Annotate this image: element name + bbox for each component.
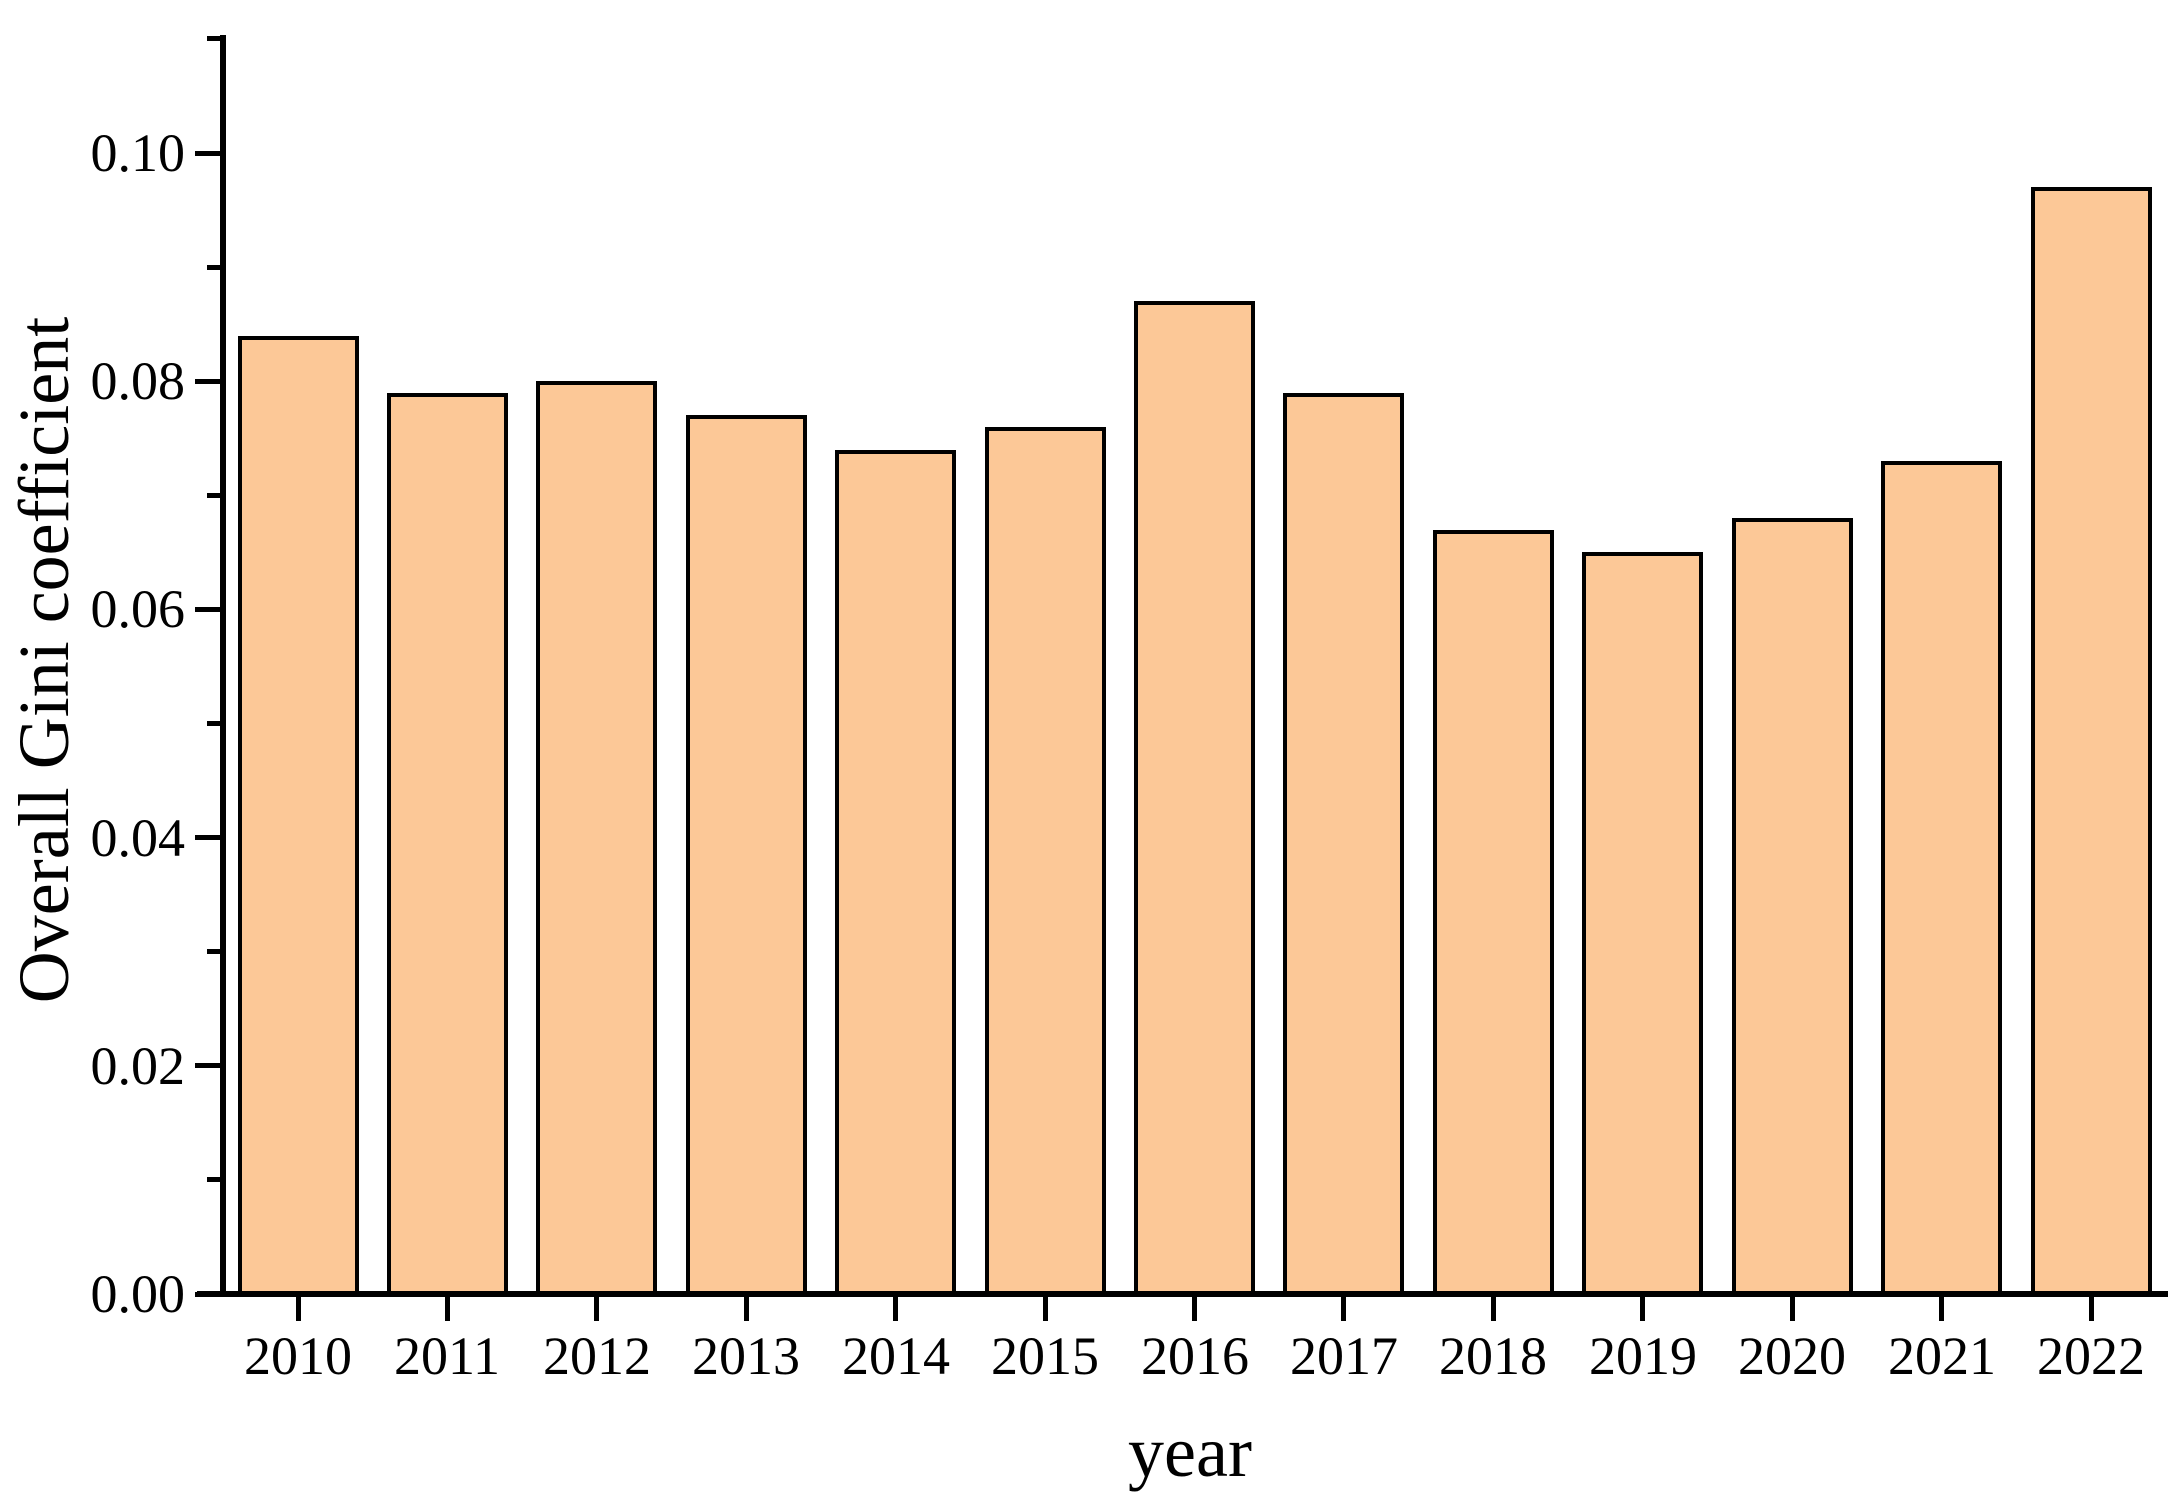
- x-tick-2011: [445, 1297, 450, 1321]
- y-axis-line: [220, 35, 226, 1297]
- y-minor-tick-0.09: [207, 265, 220, 270]
- bar-2016: [1134, 301, 1255, 1297]
- y-major-tick-0.00: [195, 1292, 220, 1297]
- y-minor-tick-0.05: [207, 721, 220, 726]
- y-minor-tick-0.07: [207, 493, 220, 498]
- x-tick-label-2014: 2014: [842, 1326, 950, 1386]
- y-tick-label-0.10: 0.10: [90, 123, 186, 183]
- bar-2015: [985, 427, 1106, 1297]
- bar-2022: [2031, 187, 2152, 1297]
- y-minor-tick-0.11: [207, 36, 220, 41]
- y-tick-label-0.08: 0.08: [90, 351, 186, 411]
- y-major-tick-0.08: [195, 379, 220, 384]
- x-tick-label-2021: 2021: [1888, 1326, 1996, 1386]
- y-major-tick-0.04: [195, 835, 220, 840]
- bar-2017: [1283, 393, 1404, 1297]
- y-tick-label-0.04: 0.04: [90, 808, 186, 868]
- y-tick-label-0.00: 0.00: [90, 1264, 186, 1324]
- x-tick-label-2016: 2016: [1141, 1326, 1249, 1386]
- y-major-tick-0.02: [195, 1063, 220, 1068]
- x-tick-2015: [1043, 1297, 1048, 1321]
- x-tick-2016: [1192, 1297, 1197, 1321]
- x-tick-2012: [594, 1297, 599, 1321]
- bar-2014: [835, 450, 956, 1297]
- x-axis-line: [197, 1291, 2168, 1297]
- bar-2013: [686, 415, 807, 1297]
- x-tick-label-2018: 2018: [1439, 1326, 1547, 1386]
- bar-2021: [1881, 461, 2002, 1297]
- bar-2020: [1732, 518, 1853, 1297]
- x-tick-label-2022: 2022: [2037, 1326, 2145, 1386]
- bar-2012: [536, 381, 657, 1297]
- bar-2011: [387, 393, 508, 1297]
- x-tick-2022: [2089, 1297, 2094, 1321]
- x-tick-label-2013: 2013: [692, 1326, 800, 1386]
- y-major-tick-0.10: [195, 151, 220, 156]
- y-axis-title: Overall Gini coefficient: [4, 316, 84, 1004]
- bar-2019: [1582, 552, 1703, 1297]
- x-tick-2014: [893, 1297, 898, 1321]
- y-major-tick-0.06: [195, 607, 220, 612]
- x-tick-label-2019: 2019: [1589, 1326, 1697, 1386]
- x-tick-label-2010: 2010: [244, 1326, 352, 1386]
- x-tick-2018: [1491, 1297, 1496, 1321]
- x-tick-label-2017: 2017: [1290, 1326, 1398, 1386]
- bar-2010: [238, 336, 359, 1297]
- x-tick-2013: [744, 1297, 749, 1321]
- x-tick-2010: [296, 1297, 301, 1321]
- y-tick-label-0.02: 0.02: [90, 1036, 186, 1096]
- x-axis-title: year: [1128, 1412, 1252, 1492]
- bar-2018: [1433, 530, 1554, 1297]
- x-tick-label-2011: 2011: [394, 1326, 500, 1386]
- x-tick-label-2015: 2015: [991, 1326, 1099, 1386]
- y-tick-label-0.06: 0.06: [90, 579, 186, 639]
- x-tick-2020: [1790, 1297, 1795, 1321]
- x-tick-label-2012: 2012: [543, 1326, 651, 1386]
- x-tick-2019: [1640, 1297, 1645, 1321]
- y-minor-tick-0.01: [207, 1177, 220, 1182]
- x-tick-2021: [1939, 1297, 1944, 1321]
- x-tick-label-2020: 2020: [1738, 1326, 1846, 1386]
- x-tick-2017: [1341, 1297, 1346, 1321]
- y-minor-tick-0.03: [207, 949, 220, 954]
